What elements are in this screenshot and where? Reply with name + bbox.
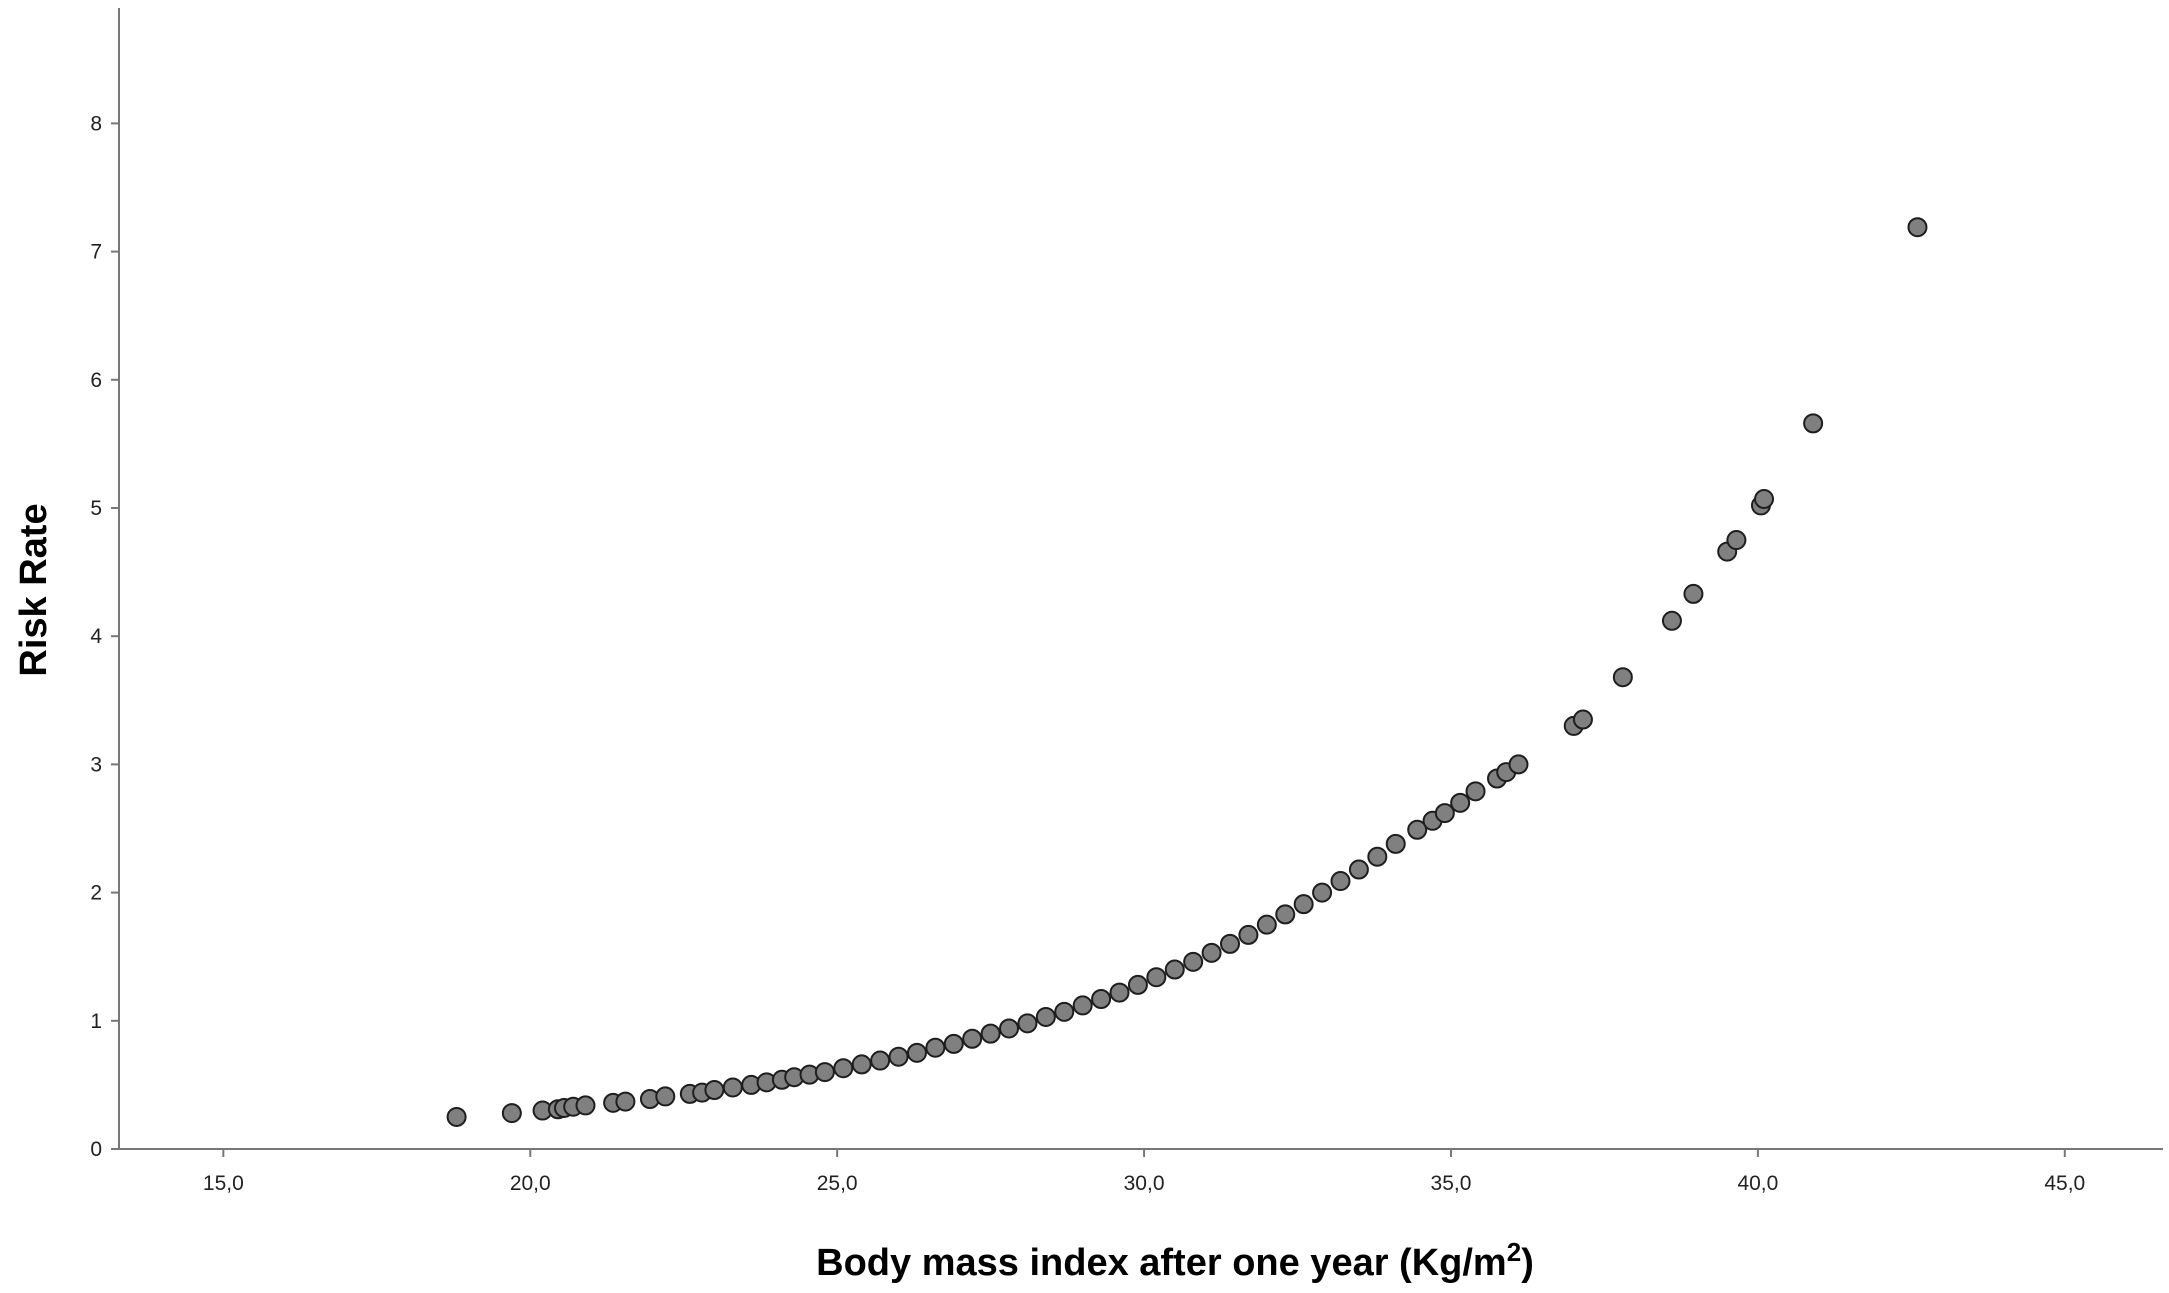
data-point (722, 1077, 743, 1098)
data-point (1164, 959, 1185, 980)
data-point (1183, 951, 1204, 972)
data-point (1661, 610, 1682, 631)
x-tick-label: 25,0 (817, 1172, 858, 1195)
data-point (1803, 413, 1824, 434)
x-axis-title-suffix: ) (1521, 1242, 1534, 1284)
x-ticks: 15,0 20,0 25,0 30,0 35,0 40,0 45,0 (203, 1149, 2085, 1195)
data-point (1220, 933, 1241, 954)
data-point (943, 1033, 964, 1054)
y-tick-label: 5 (90, 497, 102, 520)
data-point (615, 1091, 636, 1112)
x-tick-label: 35,0 (1431, 1172, 1472, 1195)
data-point (1612, 667, 1633, 688)
y-axis-title: Risk Rate (13, 503, 55, 676)
data-point (1907, 217, 1928, 238)
x-tick-label: 30,0 (1124, 1172, 1165, 1195)
x-tick-label: 20,0 (510, 1172, 551, 1195)
data-point (833, 1058, 854, 1079)
x-axis-title-main: Body mass index after one year (Kg/m (816, 1242, 1507, 1284)
data-point (1450, 792, 1471, 813)
y-tick-label: 6 (90, 369, 102, 392)
data-point (851, 1054, 872, 1075)
y-tick-label: 2 (90, 882, 102, 905)
data-point (1238, 924, 1259, 945)
y-tick-label: 4 (90, 625, 102, 648)
data-point (1385, 833, 1406, 854)
data-point (1054, 1001, 1075, 1022)
data-point (888, 1046, 909, 1067)
x-axis-title: Body mass index after one year (Kg/m2) (816, 1237, 1534, 1284)
x-tick-label: 15,0 (203, 1172, 244, 1195)
data-point (1312, 882, 1333, 903)
y-tick-label: 8 (90, 112, 102, 135)
data-point (1683, 583, 1704, 604)
data-point (980, 1023, 1001, 1044)
data-point (1348, 859, 1369, 880)
y-ticks: 0 1 2 3 4 5 6 7 8 (90, 112, 119, 1161)
x-axis-title-superscript: 2 (1507, 1237, 1521, 1267)
data-point (1035, 1006, 1056, 1027)
y-tick-label: 3 (90, 753, 102, 776)
data-point (1330, 871, 1351, 892)
data-point (1127, 974, 1148, 995)
data-point (962, 1028, 983, 1049)
data-point (1201, 942, 1222, 963)
data-point (1465, 781, 1486, 802)
data-point (1091, 989, 1112, 1010)
data-point (870, 1050, 891, 1071)
y-tick-label: 1 (90, 1010, 102, 1033)
data-point (704, 1080, 725, 1101)
data-point (1407, 819, 1428, 840)
x-tick-label: 45,0 (2044, 1172, 2085, 1195)
data-point (999, 1018, 1020, 1039)
data-point (1017, 1013, 1038, 1034)
data-point (1754, 489, 1775, 510)
data-point (906, 1042, 927, 1063)
data-point (501, 1103, 522, 1124)
data-point (925, 1037, 946, 1058)
data-point (1256, 914, 1277, 935)
data-point (1726, 530, 1747, 551)
data-point (575, 1095, 596, 1116)
data-point (1434, 803, 1455, 824)
data-points (446, 217, 1928, 1127)
y-tick-label: 0 (90, 1138, 102, 1161)
data-point (1572, 709, 1593, 730)
data-point (1367, 846, 1388, 867)
data-point (1072, 995, 1093, 1016)
data-point (655, 1086, 676, 1107)
data-point (1146, 967, 1167, 988)
data-point (446, 1106, 467, 1127)
data-point (1275, 904, 1296, 925)
data-point (1109, 982, 1130, 1003)
data-point (814, 1062, 835, 1083)
data-point (1508, 754, 1529, 775)
data-point (1293, 894, 1314, 915)
x-tick-label: 40,0 (1737, 1172, 1778, 1195)
y-tick-label: 7 (90, 241, 102, 264)
